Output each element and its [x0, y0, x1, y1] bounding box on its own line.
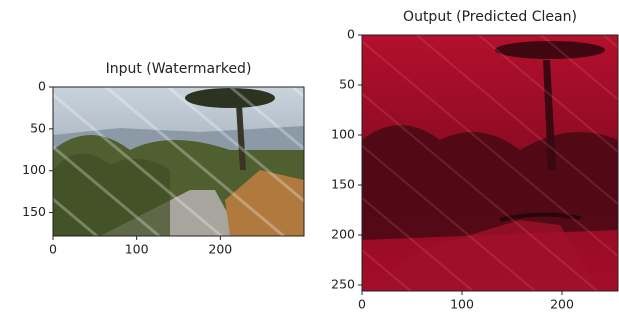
- x-tick-label: 0: [358, 297, 366, 312]
- x-tick-label: 0: [49, 242, 57, 257]
- y-tick-label: 150: [331, 177, 355, 192]
- y-tick-label: 100: [331, 127, 355, 142]
- x-tick-label: 200: [208, 242, 232, 257]
- axes-title: Output (Predicted Clean): [403, 9, 577, 25]
- x-tick-label: 100: [125, 242, 149, 257]
- figure: Input (Watermarked) 0 100 200 0 50 100 150 Outpu…: [0, 0, 619, 322]
- y-tick-label: 250: [331, 277, 355, 292]
- y-tick-label: 100: [22, 162, 46, 177]
- x-tick-label: 200: [550, 297, 574, 312]
- y-tick-label: 200: [331, 227, 355, 242]
- y-tick-label: 0: [38, 79, 46, 94]
- y-tick-label: 0: [347, 27, 355, 42]
- x-tick-label: 100: [450, 297, 474, 312]
- y-tick-label: 150: [22, 204, 46, 219]
- input-image: [53, 87, 304, 236]
- axes-title: Input (Watermarked): [106, 61, 252, 77]
- y-tick-label: 50: [30, 120, 46, 135]
- y-tick-label: 50: [339, 77, 355, 92]
- output-image: [362, 35, 618, 291]
